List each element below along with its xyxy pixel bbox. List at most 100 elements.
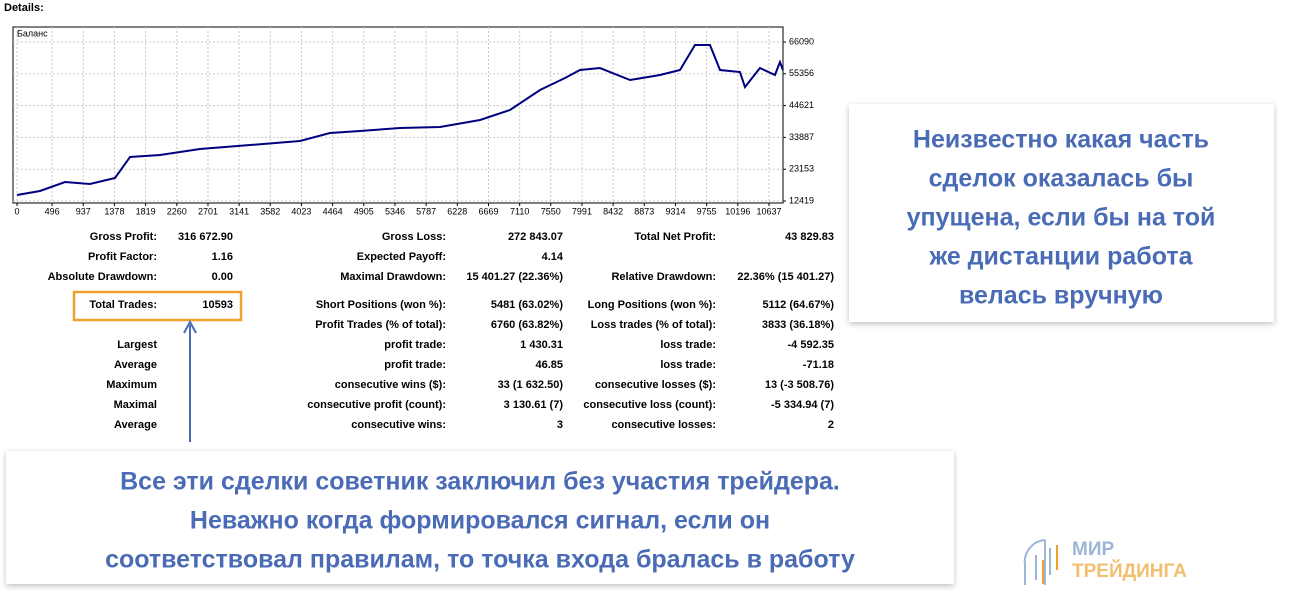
callout-text: соответствовал правилам, то точка входа … — [105, 546, 855, 574]
x-tick-label: 7110 — [510, 206, 529, 216]
x-tick-label: 496 — [45, 206, 60, 216]
stat-value: 1.16 — [212, 251, 233, 263]
stat-label: profit trade: — [384, 339, 446, 351]
details-title: Details: — [4, 2, 44, 14]
stat-value: 46.85 — [535, 359, 563, 371]
stat-label: Short Positions (won %): — [316, 299, 446, 311]
stat-label: consecutive losses: — [611, 419, 716, 431]
logo-icon — [1023, 539, 1058, 585]
stat-value: 13 (-3 508.76) — [765, 379, 834, 391]
stat-label: Largest — [117, 339, 157, 351]
stat-label: Long Positions (won %): — [588, 299, 716, 311]
y-tick-label: 44621 — [789, 100, 814, 110]
x-tick-label: 7550 — [541, 206, 561, 216]
x-tick-label: 2260 — [167, 206, 187, 216]
stat-value: 4.14 — [542, 251, 564, 263]
stat-value: 22.36% (15 401.27) — [737, 271, 834, 283]
x-tick-label: 6228 — [447, 206, 467, 216]
x-tick-label: 3582 — [260, 206, 280, 216]
chart-frame — [12, 26, 784, 204]
x-tick-label: 10196 — [725, 206, 750, 216]
y-tick-label: 12419 — [789, 195, 814, 205]
y-tick-label: 23153 — [789, 164, 814, 174]
stat-value: 272 843.07 — [508, 231, 563, 243]
x-tick-label: 5787 — [416, 206, 436, 216]
stat-label: Total Net Profit: — [634, 231, 716, 243]
stat-value: 33 (1 632.50) — [498, 379, 564, 391]
x-tick-label: 4023 — [291, 206, 311, 216]
stat-label: Average — [114, 359, 157, 371]
chart: 12419 23153 33887 44621 55356 66090 0 496 937 137… — [13, 27, 814, 216]
x-tick-label: 6669 — [478, 206, 498, 216]
stat-label: consecutive wins: — [351, 419, 446, 431]
stat-value: 5112 (64.67%) — [762, 299, 834, 311]
stat-label: Gross Profit: — [90, 231, 157, 243]
stat-value: -4 592.35 — [788, 339, 834, 351]
stat-label: consecutive losses ($): — [595, 379, 716, 391]
x-tick-label: 937 — [76, 206, 91, 216]
stat-label: Gross Loss: — [382, 231, 446, 243]
x-tick-label: 8873 — [634, 206, 654, 216]
callout-text: Все эти сделки советник заключил без уча… — [120, 468, 840, 496]
y-tick-label: 55356 — [789, 68, 814, 78]
stat-label: consecutive profit (count): — [307, 399, 446, 411]
stat-value: 1 430.31 — [520, 339, 563, 351]
stat-label: Total Trades: — [89, 299, 157, 311]
stat-label: Profit Trades (% of total): — [315, 319, 446, 331]
stat-label: Average — [114, 419, 157, 431]
x-tick-label: 9755 — [697, 206, 717, 216]
x-tick-label: 1819 — [136, 206, 156, 216]
callout-text: Неважно когда формировался сигнал, если … — [190, 507, 770, 535]
callout-text: Неизвестно какая часть — [913, 126, 1209, 154]
stat-value: 43 829.83 — [785, 231, 834, 243]
callout-text: упущена, если бы на той — [907, 204, 1216, 232]
callout-text: же дистанции работа — [928, 243, 1193, 271]
stat-label: Absolute Drawdown: — [48, 271, 157, 283]
stat-value: 6760 (63.82%) — [491, 319, 563, 331]
stat-label: Maximal — [114, 399, 157, 411]
y-tick-label: 66090 — [789, 36, 814, 46]
stat-label: Loss trades (% of total): — [591, 319, 716, 331]
logo-text: МИР — [1072, 539, 1114, 560]
stat-label: Relative Drawdown: — [611, 271, 716, 283]
callout-text: велась вручную — [959, 282, 1163, 310]
x-tick-label: 3141 — [229, 206, 249, 216]
stat-label: loss trade: — [660, 339, 716, 351]
stat-label: Profit Factor: — [88, 251, 157, 263]
logo-text: ТРЕЙДИНГА — [1072, 560, 1187, 582]
stat-label: loss trade: — [660, 359, 716, 371]
stat-label: Maximal Drawdown: — [340, 271, 446, 283]
stat-value: 2 — [828, 419, 834, 431]
x-tick-label: 8432 — [603, 206, 623, 216]
stat-value: -71.18 — [803, 359, 834, 371]
stat-label: profit trade: — [384, 359, 446, 371]
x-tick-label: 10637 — [756, 206, 781, 216]
legend-label: Баланс — [17, 28, 48, 38]
x-tick-label: 0 — [15, 206, 20, 216]
arrow-head — [183, 319, 197, 334]
x-tick-label: 4464 — [323, 206, 343, 216]
stat-value: 0.00 — [212, 271, 233, 283]
callout-text: сделок оказалась бы — [929, 165, 1194, 193]
stat-label: Expected Payoff: — [357, 251, 446, 263]
stat-value: -5 334.94 (7) — [771, 399, 834, 411]
stat-value: 3 — [557, 419, 563, 431]
stat-value: 10593 — [202, 299, 233, 311]
highlight-box — [72, 290, 243, 322]
x-tick-label: 1378 — [104, 206, 124, 216]
stat-label: consecutive loss (count): — [583, 399, 716, 411]
stat-label: consecutive wins ($): — [335, 379, 446, 391]
stat-value: 3 130.61 (7) — [504, 399, 564, 411]
callout-box — [6, 451, 954, 584]
balance-line — [16, 44, 784, 196]
callout-box — [849, 104, 1274, 322]
x-tick-label: 5346 — [385, 206, 405, 216]
stat-value: 316 672.90 — [178, 231, 233, 243]
stat-value: 5481 (63.02%) — [491, 299, 563, 311]
x-tick-label: 9314 — [665, 206, 685, 216]
stat-value: 15 401.27 (22.36%) — [466, 271, 563, 283]
x-tick-label: 4905 — [354, 206, 374, 216]
stat-label: Maximum — [106, 379, 157, 391]
x-tick-label: 2701 — [198, 206, 218, 216]
